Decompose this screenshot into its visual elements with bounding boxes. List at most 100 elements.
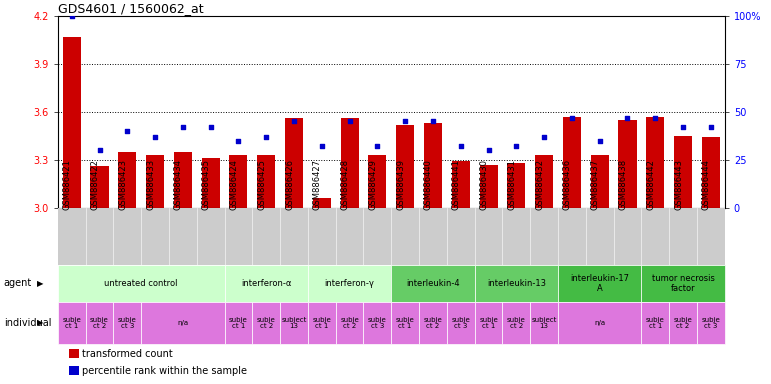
Text: interferon-α: interferon-α <box>241 279 291 288</box>
Text: subje
ct 1: subje ct 1 <box>62 317 81 329</box>
Text: GSM886441: GSM886441 <box>452 159 461 210</box>
Text: GSM886430: GSM886430 <box>480 159 489 210</box>
Text: interleukin-17
A: interleukin-17 A <box>571 274 629 293</box>
Text: GSM886435: GSM886435 <box>202 159 210 210</box>
Point <box>538 134 550 140</box>
Text: GSM886440: GSM886440 <box>424 159 433 210</box>
Bar <box>258 155 275 208</box>
Bar <box>507 163 525 208</box>
Point <box>399 118 412 124</box>
Text: percentile rank within the sample: percentile rank within the sample <box>82 366 247 376</box>
Bar <box>618 120 637 208</box>
Text: ▶: ▶ <box>37 318 43 328</box>
Text: GSM886425: GSM886425 <box>258 159 266 210</box>
Point <box>204 124 217 130</box>
Text: GSM886434: GSM886434 <box>174 159 183 210</box>
Bar <box>646 117 665 208</box>
Text: GSM886437: GSM886437 <box>591 159 600 210</box>
Text: GSM886438: GSM886438 <box>618 159 628 210</box>
Bar <box>424 123 442 208</box>
Point <box>705 124 717 130</box>
Text: GSM886426: GSM886426 <box>285 159 294 210</box>
Bar <box>90 166 109 208</box>
Bar <box>563 117 581 208</box>
Point <box>455 143 467 149</box>
Text: GSM886428: GSM886428 <box>341 159 349 210</box>
Text: subje
ct 1: subje ct 1 <box>479 317 498 329</box>
Bar <box>313 198 331 208</box>
Bar <box>369 155 386 208</box>
Text: interleukin-4: interleukin-4 <box>406 279 460 288</box>
Text: GSM886422: GSM886422 <box>90 159 99 210</box>
Text: subje
ct 3: subje ct 3 <box>368 317 387 329</box>
Point <box>594 137 606 144</box>
Text: agent: agent <box>4 278 32 288</box>
Bar <box>674 136 692 208</box>
Text: subje
ct 1: subje ct 1 <box>396 317 415 329</box>
Text: ▶: ▶ <box>37 279 43 288</box>
Text: subje
ct 3: subje ct 3 <box>702 317 720 329</box>
Text: GSM886442: GSM886442 <box>646 159 655 210</box>
Bar <box>118 152 136 208</box>
Bar <box>396 124 414 208</box>
Text: subje
ct 3: subje ct 3 <box>451 317 470 329</box>
Point <box>177 124 189 130</box>
Text: GSM886433: GSM886433 <box>146 159 155 210</box>
Point <box>371 143 383 149</box>
Text: subject
13: subject 13 <box>281 317 307 329</box>
Text: interferon-γ: interferon-γ <box>325 279 375 288</box>
Bar <box>702 137 720 208</box>
Bar <box>62 36 81 208</box>
Bar <box>591 155 609 208</box>
Text: subje
ct 2: subje ct 2 <box>674 317 692 329</box>
Point <box>66 13 78 19</box>
Text: GSM886439: GSM886439 <box>396 159 406 210</box>
Text: subje
ct 2: subje ct 2 <box>423 317 443 329</box>
Text: GSM886421: GSM886421 <box>62 159 72 210</box>
Text: subje
ct 3: subje ct 3 <box>118 317 136 329</box>
Text: subje
ct 1: subje ct 1 <box>229 317 247 329</box>
Text: subje
ct 2: subje ct 2 <box>340 317 359 329</box>
Text: subject
13: subject 13 <box>531 317 557 329</box>
Bar <box>341 118 359 208</box>
Point <box>343 118 355 124</box>
Point <box>649 114 662 121</box>
Text: GSM886427: GSM886427 <box>313 159 322 210</box>
Text: subje
ct 2: subje ct 2 <box>90 317 109 329</box>
Text: subje
ct 1: subje ct 1 <box>312 317 332 329</box>
Bar <box>452 161 470 208</box>
Text: untreated control: untreated control <box>104 279 178 288</box>
Text: individual: individual <box>4 318 52 328</box>
Text: subje
ct 2: subje ct 2 <box>257 317 275 329</box>
Text: GSM886432: GSM886432 <box>535 159 544 210</box>
Text: GSM886431: GSM886431 <box>507 159 517 210</box>
Text: subje
ct 1: subje ct 1 <box>646 317 665 329</box>
Text: n/a: n/a <box>177 320 188 326</box>
Point <box>677 124 689 130</box>
Bar <box>535 155 553 208</box>
Point <box>121 128 133 134</box>
Point <box>93 147 106 153</box>
Point <box>483 147 495 153</box>
Bar <box>480 165 497 208</box>
Bar <box>146 155 164 208</box>
Point <box>149 134 161 140</box>
Point <box>315 143 328 149</box>
Text: GSM886429: GSM886429 <box>369 159 377 210</box>
Text: subje
ct 2: subje ct 2 <box>507 317 526 329</box>
Text: GDS4601 / 1560062_at: GDS4601 / 1560062_at <box>58 2 204 15</box>
Point <box>566 114 578 121</box>
Text: interleukin-13: interleukin-13 <box>487 279 546 288</box>
Text: GSM886444: GSM886444 <box>702 159 711 210</box>
Point <box>232 137 244 144</box>
Point <box>260 134 272 140</box>
Bar <box>173 152 192 208</box>
Point <box>427 118 439 124</box>
Text: GSM886443: GSM886443 <box>674 159 683 210</box>
Point <box>510 143 523 149</box>
Text: GSM886436: GSM886436 <box>563 159 572 210</box>
Bar <box>230 155 247 208</box>
Bar <box>285 118 303 208</box>
Text: GSM886424: GSM886424 <box>230 159 238 210</box>
Text: n/a: n/a <box>594 320 605 326</box>
